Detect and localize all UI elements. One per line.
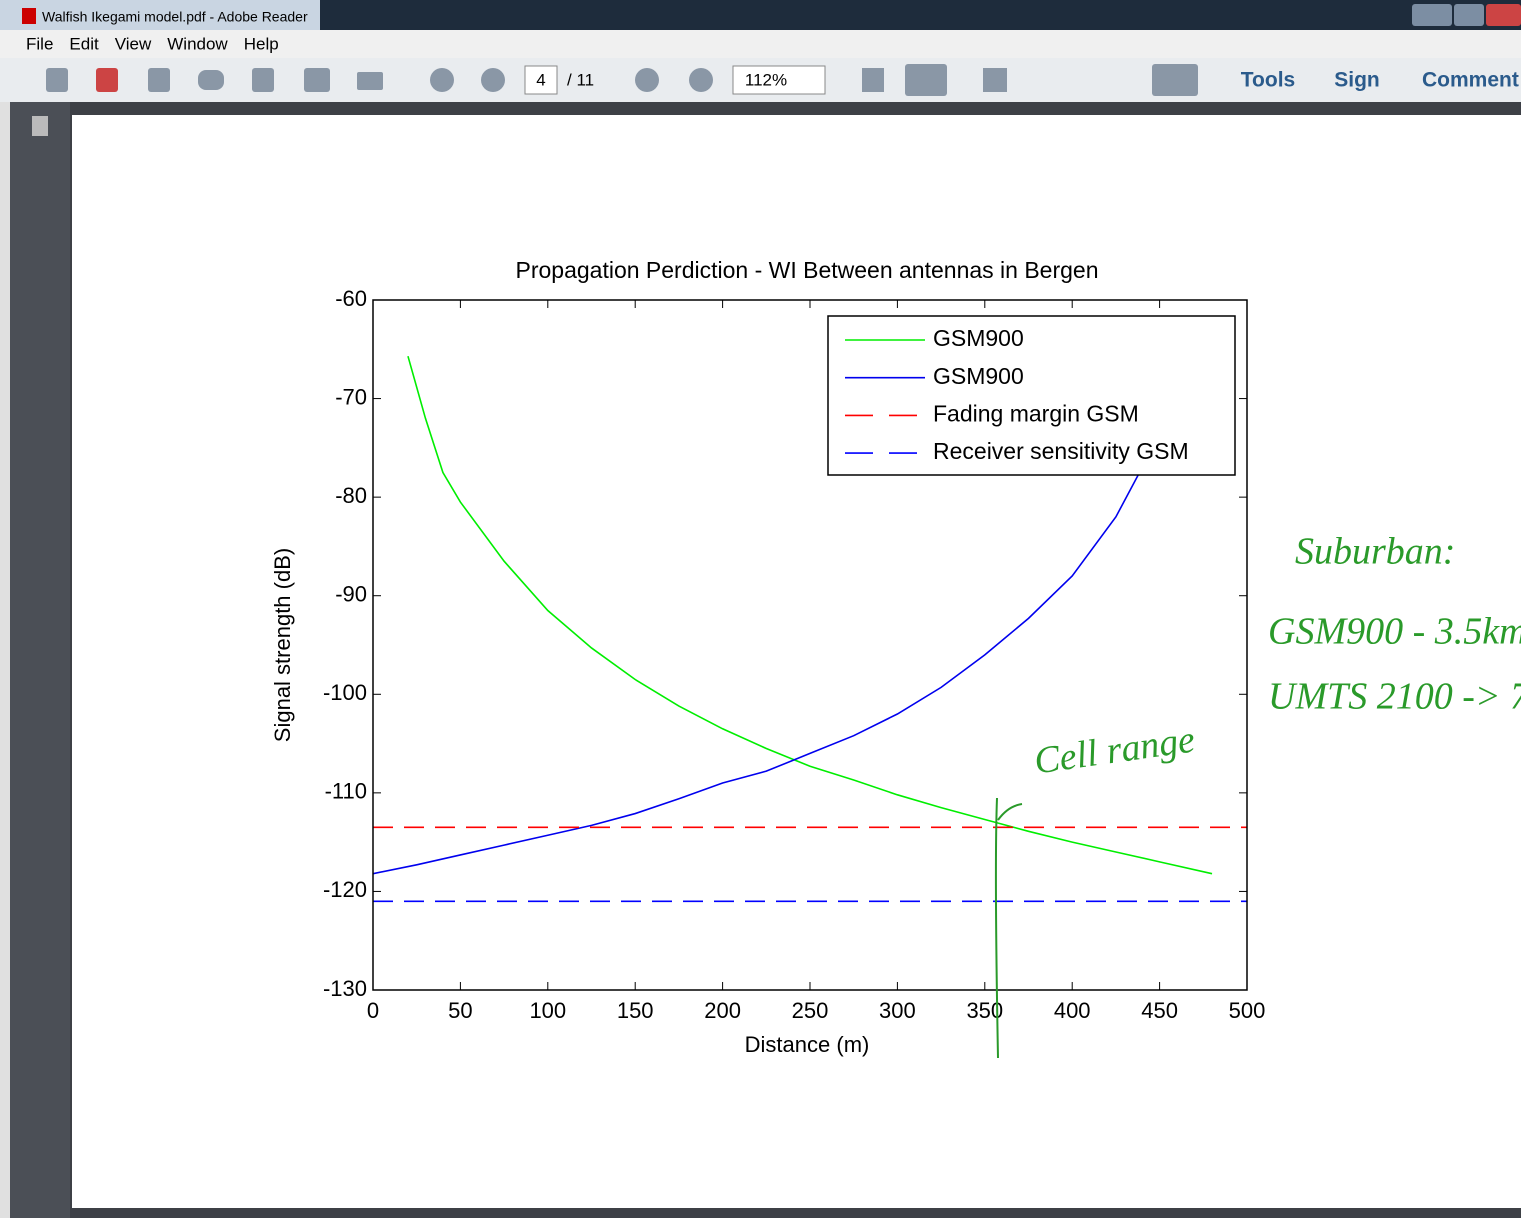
icon[interactable] — [983, 68, 1007, 92]
sign[interactable]: Sign — [1334, 69, 1380, 92]
zoom: 112% — [745, 70, 787, 89]
left-sidebar — [0, 102, 70, 1218]
y-tick-label: -60 — [335, 286, 367, 311]
icon[interactable] — [357, 72, 383, 90]
x-tick-label: 100 — [529, 998, 566, 1023]
screen: Walfish Ikegami model.pdf - Adobe Reader… — [0, 0, 1521, 1218]
page-number: 4 — [536, 70, 545, 89]
x-tick-label: 450 — [1141, 998, 1178, 1023]
chart-title: Propagation Perdiction - WI Between ante… — [515, 257, 1098, 283]
icon[interactable] — [198, 70, 224, 90]
x-tick-label: 50 — [448, 998, 472, 1023]
menu-item[interactable]: Help — [244, 34, 279, 53]
y-tick-label: -130 — [323, 976, 367, 1001]
x-tick-label: 300 — [879, 998, 916, 1023]
icon[interactable] — [635, 68, 659, 92]
legend-label: Fading margin GSM — [933, 400, 1139, 426]
window-title: Walfish Ikegami model.pdf - Adobe Reader — [42, 9, 308, 25]
icon[interactable] — [148, 68, 170, 92]
app-icon — [22, 8, 36, 24]
x-axis-label: Distance (m) — [745, 1032, 870, 1057]
legend-label: GSM900 — [933, 325, 1024, 351]
icon[interactable] — [304, 68, 330, 92]
y-tick-label: -80 — [335, 483, 367, 508]
x-tick-label: 250 — [792, 998, 829, 1023]
close[interactable] — [1486, 4, 1521, 26]
menu-bar — [0, 30, 1521, 58]
comment[interactable]: Comment — [1422, 69, 1519, 92]
menu-item[interactable]: Edit — [69, 34, 99, 53]
menu-item[interactable]: Window — [167, 34, 228, 53]
icon[interactable] — [96, 68, 118, 92]
reader-window: Walfish Ikegami model.pdf - Adobe Reader… — [0, 0, 1521, 1218]
maximize[interactable] — [1454, 4, 1484, 26]
icon[interactable] — [1152, 64, 1198, 96]
x-tick-label: 400 — [1054, 998, 1091, 1023]
legend-label: Receiver sensitivity GSM — [933, 438, 1189, 464]
x-tick-label: 150 — [617, 998, 654, 1023]
suburban-note: Suburban: — [1295, 531, 1455, 573]
icon[interactable] — [862, 68, 884, 92]
x-tick-label: 200 — [704, 998, 741, 1023]
icon[interactable] — [689, 68, 713, 92]
tools[interactable]: Tools — [1241, 69, 1295, 92]
gsm-note: GSM900 - 3.5km — [1268, 611, 1521, 653]
umts-note: UMTS 2100 -> 7.5km — [1268, 676, 1521, 718]
x-tick-label: 0 — [367, 998, 379, 1023]
page-count: / 11 — [567, 70, 594, 89]
y-tick-label: -110 — [325, 779, 367, 804]
menu-item[interactable]: View — [115, 34, 152, 53]
y-tick-label: -90 — [335, 582, 367, 607]
y-tick-label: -120 — [323, 877, 367, 902]
y-tick-label: -100 — [323, 680, 367, 705]
y-tick-label: -70 — [335, 384, 367, 409]
icon[interactable] — [46, 68, 68, 92]
legend-label: GSM900 — [933, 363, 1024, 389]
menu-item[interactable]: File — [26, 34, 53, 53]
left-edge — [0, 102, 10, 1218]
minimize[interactable] — [1412, 4, 1452, 26]
icon[interactable] — [905, 64, 947, 96]
icon[interactable] — [430, 68, 454, 92]
icon[interactable] — [252, 68, 274, 92]
icon[interactable] — [481, 68, 505, 92]
y-axis-label: Signal strength (dB) — [270, 548, 295, 742]
x-tick-label: 500 — [1229, 998, 1266, 1023]
pages-icon[interactable] — [32, 116, 48, 136]
